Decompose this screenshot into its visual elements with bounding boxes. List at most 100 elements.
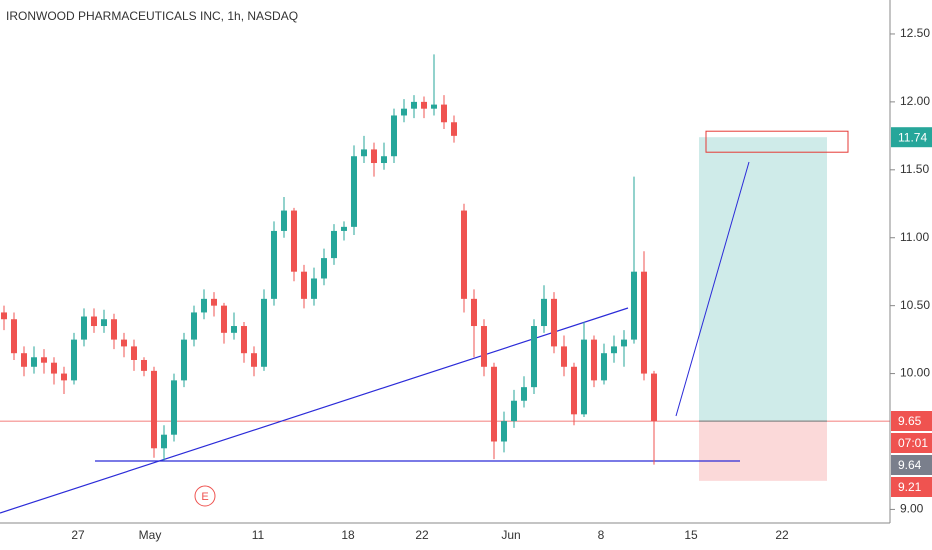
countdown-tag-bg bbox=[891, 433, 932, 453]
candle-body bbox=[571, 366, 577, 415]
x-tick-label: 11 bbox=[252, 528, 265, 542]
last-price-tag: 9.64 bbox=[898, 458, 922, 472]
y-tick-label: 12.50 bbox=[900, 26, 930, 40]
candle-body bbox=[151, 370, 157, 449]
candle-body bbox=[251, 353, 257, 367]
candle-body bbox=[371, 149, 377, 164]
candle-body bbox=[481, 326, 487, 367]
x-tick-label: 18 bbox=[341, 528, 355, 542]
candle-body bbox=[651, 373, 657, 422]
candle-body bbox=[551, 298, 557, 347]
candle-body bbox=[421, 101, 427, 109]
candle-body bbox=[431, 104, 437, 109]
earnings-marker[interactable] bbox=[194, 485, 216, 507]
candle-body bbox=[121, 339, 127, 347]
candle-body bbox=[471, 298, 477, 327]
candle-body bbox=[411, 101, 417, 109]
entry-tag: 9.65 bbox=[898, 414, 922, 428]
candle-body bbox=[501, 421, 507, 442]
candle-body bbox=[641, 271, 647, 374]
candle-body bbox=[91, 316, 97, 327]
candle-body bbox=[401, 108, 407, 116]
chart-title: IRONWOOD PHARMACEUTICALS INC, 1h, NASDAQ bbox=[6, 9, 298, 23]
projection-line bbox=[675, 161, 750, 417]
y-tick-label: 12.00 bbox=[900, 94, 930, 108]
candle-body bbox=[561, 346, 567, 367]
y-tick-label: 10.50 bbox=[900, 298, 930, 312]
countdown-tag: 07:01 bbox=[898, 436, 928, 450]
x-tick-label: 22 bbox=[775, 528, 789, 542]
y-tick-label: 9.00 bbox=[900, 502, 924, 516]
candle-body bbox=[521, 387, 527, 401]
earnings-label: E bbox=[201, 491, 208, 503]
candles bbox=[1, 54, 657, 465]
position-box bbox=[0, 130, 890, 481]
candle-body bbox=[81, 316, 87, 340]
trend-line bbox=[0, 307, 629, 514]
y-tick-label: 10.00 bbox=[900, 366, 930, 380]
candle-body bbox=[291, 210, 297, 272]
x-tick-label: May bbox=[139, 528, 162, 542]
candle-body bbox=[631, 271, 637, 340]
y-tick-label: 11.00 bbox=[900, 230, 929, 244]
candle-body bbox=[101, 319, 107, 327]
candle-body bbox=[211, 298, 217, 306]
candle-body bbox=[131, 346, 137, 360]
candle-body bbox=[41, 357, 47, 363]
x-tick-label: 15 bbox=[684, 528, 698, 542]
candle-body bbox=[381, 156, 387, 164]
target-tag: 11.74 bbox=[898, 130, 927, 144]
candle-body bbox=[511, 400, 517, 422]
candle-body bbox=[301, 271, 307, 299]
candle-body bbox=[171, 380, 177, 435]
candle-body bbox=[231, 326, 237, 333]
candle-body bbox=[281, 210, 287, 231]
candle-body bbox=[491, 366, 497, 442]
candle-body bbox=[351, 156, 357, 227]
axes: 12.50 12.00 11.50 11.00 10.50 10.00 9.00 27 May 1… bbox=[71, 26, 932, 542]
last-price-tag-bg bbox=[891, 455, 932, 475]
target-tag-bg bbox=[891, 127, 932, 148]
candle-body bbox=[441, 104, 447, 123]
entry-tag-bg bbox=[891, 411, 932, 431]
candle-body bbox=[241, 326, 247, 354]
candle-body bbox=[31, 357, 37, 367]
candle-body bbox=[201, 298, 207, 313]
candle-body bbox=[1, 312, 7, 320]
candle-body bbox=[591, 339, 597, 381]
stop-tag-bg bbox=[891, 477, 932, 497]
candle-body bbox=[581, 339, 587, 415]
candle-body bbox=[621, 339, 627, 347]
candle-body bbox=[71, 339, 77, 381]
profit-zone bbox=[699, 137, 827, 422]
candle-body bbox=[221, 305, 227, 333]
candle-body bbox=[261, 298, 267, 367]
candle-body bbox=[181, 339, 187, 381]
candle-body bbox=[11, 319, 17, 354]
candle-body bbox=[321, 258, 327, 279]
candle-body bbox=[111, 319, 117, 340]
stop-tag: 9.21 bbox=[898, 480, 922, 494]
candle-body bbox=[391, 115, 397, 157]
candle-body bbox=[611, 346, 617, 354]
candle-body bbox=[531, 326, 537, 388]
x-tick-label: 8 bbox=[598, 528, 605, 542]
x-tick-label: 22 bbox=[415, 528, 429, 542]
candle-body bbox=[161, 434, 167, 449]
candle-body bbox=[141, 359, 147, 371]
candle-body bbox=[311, 278, 317, 299]
candle-body bbox=[341, 226, 347, 231]
candle-body bbox=[461, 210, 467, 299]
candle-body bbox=[61, 373, 67, 381]
y-tick-label: 11.50 bbox=[900, 162, 929, 176]
candle-body bbox=[51, 362, 57, 374]
candle-body bbox=[191, 312, 197, 340]
x-tick-label: 27 bbox=[71, 528, 85, 542]
candle-body bbox=[601, 353, 607, 381]
candle-body bbox=[271, 230, 277, 299]
target-highlight bbox=[705, 130, 849, 153]
x-tick-label: Jun bbox=[501, 528, 520, 542]
loss-zone bbox=[699, 421, 827, 481]
candle-body bbox=[21, 353, 27, 367]
